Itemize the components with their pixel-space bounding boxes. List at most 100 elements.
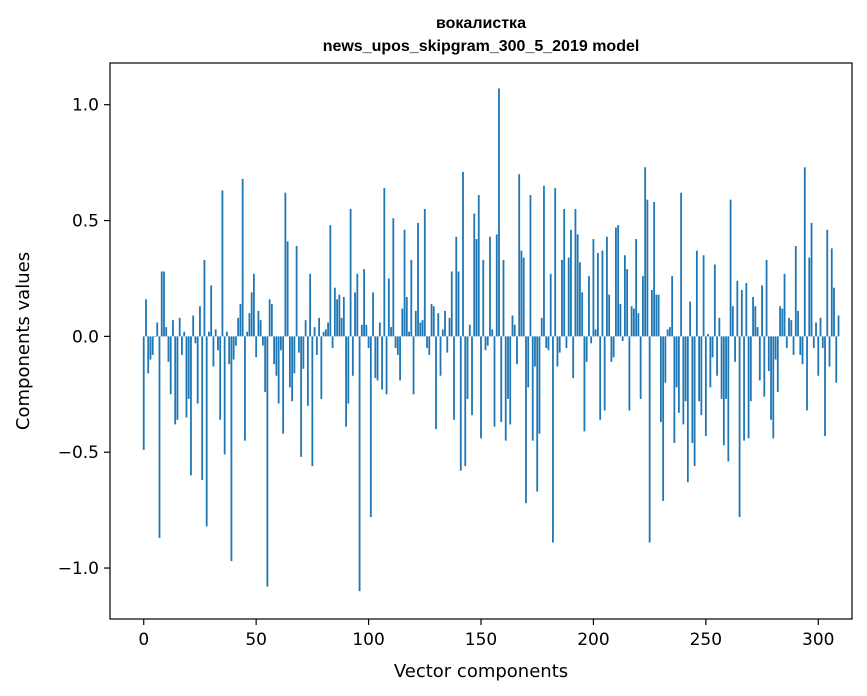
bar (172, 320, 174, 337)
bar (799, 336, 802, 355)
bar (556, 336, 559, 367)
bar (493, 336, 496, 427)
bar (754, 306, 757, 337)
bar (516, 336, 518, 365)
bar (480, 336, 482, 439)
bar (484, 336, 487, 351)
bar (275, 336, 278, 376)
bar (628, 336, 631, 411)
bar (201, 336, 204, 480)
bar (300, 336, 303, 457)
bar (387, 278, 390, 337)
bar (192, 315, 195, 337)
bar (360, 324, 363, 337)
bar (450, 271, 453, 337)
bar (365, 324, 368, 337)
bar (561, 259, 563, 337)
bar (772, 336, 775, 439)
bar (801, 336, 804, 365)
bar (513, 324, 516, 337)
bar (500, 336, 503, 423)
bar (349, 208, 352, 337)
bar (531, 336, 534, 441)
bar (286, 241, 289, 337)
bar (837, 315, 840, 337)
bar (563, 208, 566, 337)
bar (459, 336, 462, 471)
bar (318, 317, 321, 337)
bar (437, 313, 440, 337)
bar (297, 336, 300, 353)
bar (826, 229, 829, 337)
bar (707, 334, 709, 337)
bar (376, 336, 379, 381)
bar (304, 320, 307, 337)
bar (217, 336, 219, 351)
bar (309, 273, 312, 337)
bar (439, 336, 442, 376)
bar (212, 336, 215, 367)
bar (644, 167, 647, 337)
bar (163, 271, 165, 337)
bar (329, 225, 332, 337)
bar (441, 329, 444, 337)
bar (405, 296, 408, 337)
bar (262, 336, 264, 346)
bar (464, 336, 467, 467)
bar (610, 336, 613, 362)
bar (529, 195, 532, 337)
x-tick-label: 50 (245, 630, 267, 650)
bar (291, 336, 294, 402)
bar (288, 336, 291, 388)
bar (154, 336, 156, 337)
bar (594, 329, 597, 337)
bar (273, 336, 276, 365)
bar (783, 273, 786, 337)
bar (828, 336, 831, 367)
bar (727, 336, 730, 462)
bar (785, 336, 788, 348)
bar (401, 308, 404, 337)
bar (259, 320, 262, 337)
bar (282, 336, 285, 434)
bar (776, 336, 779, 392)
bar (426, 336, 428, 348)
bar (306, 336, 309, 406)
bar (412, 336, 415, 395)
bar (498, 88, 500, 337)
bar (794, 246, 797, 337)
bar (178, 317, 181, 337)
bar (408, 331, 410, 337)
bar (648, 336, 651, 543)
bar (356, 273, 359, 337)
bar (709, 336, 712, 388)
bar (740, 290, 743, 337)
bar (574, 208, 577, 337)
bar (394, 336, 397, 348)
bar (331, 336, 334, 348)
bar (792, 336, 795, 355)
bar (626, 269, 629, 337)
bar (668, 327, 671, 337)
bar (695, 250, 698, 337)
bar (430, 303, 433, 337)
bar (599, 336, 602, 420)
bar (522, 257, 525, 337)
bar (770, 336, 772, 420)
bar (181, 336, 183, 355)
bar (615, 227, 617, 337)
bar (677, 336, 680, 413)
bar (639, 336, 642, 399)
bar (630, 306, 633, 337)
bar (423, 208, 426, 337)
y-axis: −1.0 −0.5 0.0 0.5 1.0 (58, 96, 110, 579)
bar (693, 336, 696, 467)
bar (169, 336, 172, 395)
bar (293, 336, 296, 374)
bar (749, 336, 752, 402)
bar (279, 336, 282, 351)
bar (185, 336, 188, 418)
bar (718, 317, 721, 337)
bar (347, 336, 350, 404)
y-tick-label: 1.0 (72, 96, 99, 116)
